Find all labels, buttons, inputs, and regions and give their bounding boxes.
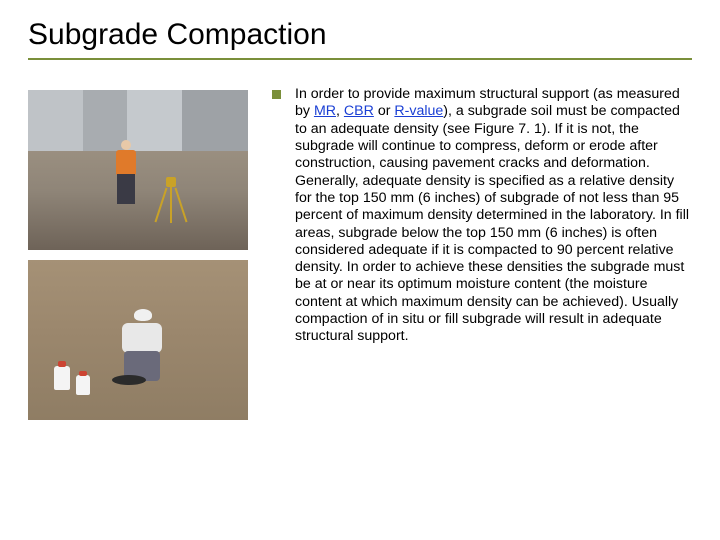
text-column: In order to provide maximum structural s… <box>272 84 692 346</box>
tripod-icon <box>156 173 186 223</box>
worker-icon <box>112 138 140 208</box>
page-title: Subgrade Compaction <box>28 18 692 60</box>
worker-kneeling-icon <box>112 305 172 385</box>
reference-link[interactable]: MR <box>314 103 336 119</box>
bullet-square-icon <box>272 90 281 99</box>
figure-bottom <box>28 260 248 420</box>
jug-icon <box>76 375 90 395</box>
bullet-item: In order to provide maximum structural s… <box>272 86 692 346</box>
images-column <box>28 84 248 420</box>
reference-link[interactable]: CBR <box>344 103 374 119</box>
slide: Subgrade Compaction <box>0 0 720 540</box>
reference-link[interactable]: R-value <box>394 103 443 119</box>
jug-icon <box>54 366 70 390</box>
content-row: In order to provide maximum structural s… <box>28 84 692 420</box>
figure-top <box>28 90 248 250</box>
body-paragraph: In order to provide maximum structural s… <box>295 86 692 346</box>
